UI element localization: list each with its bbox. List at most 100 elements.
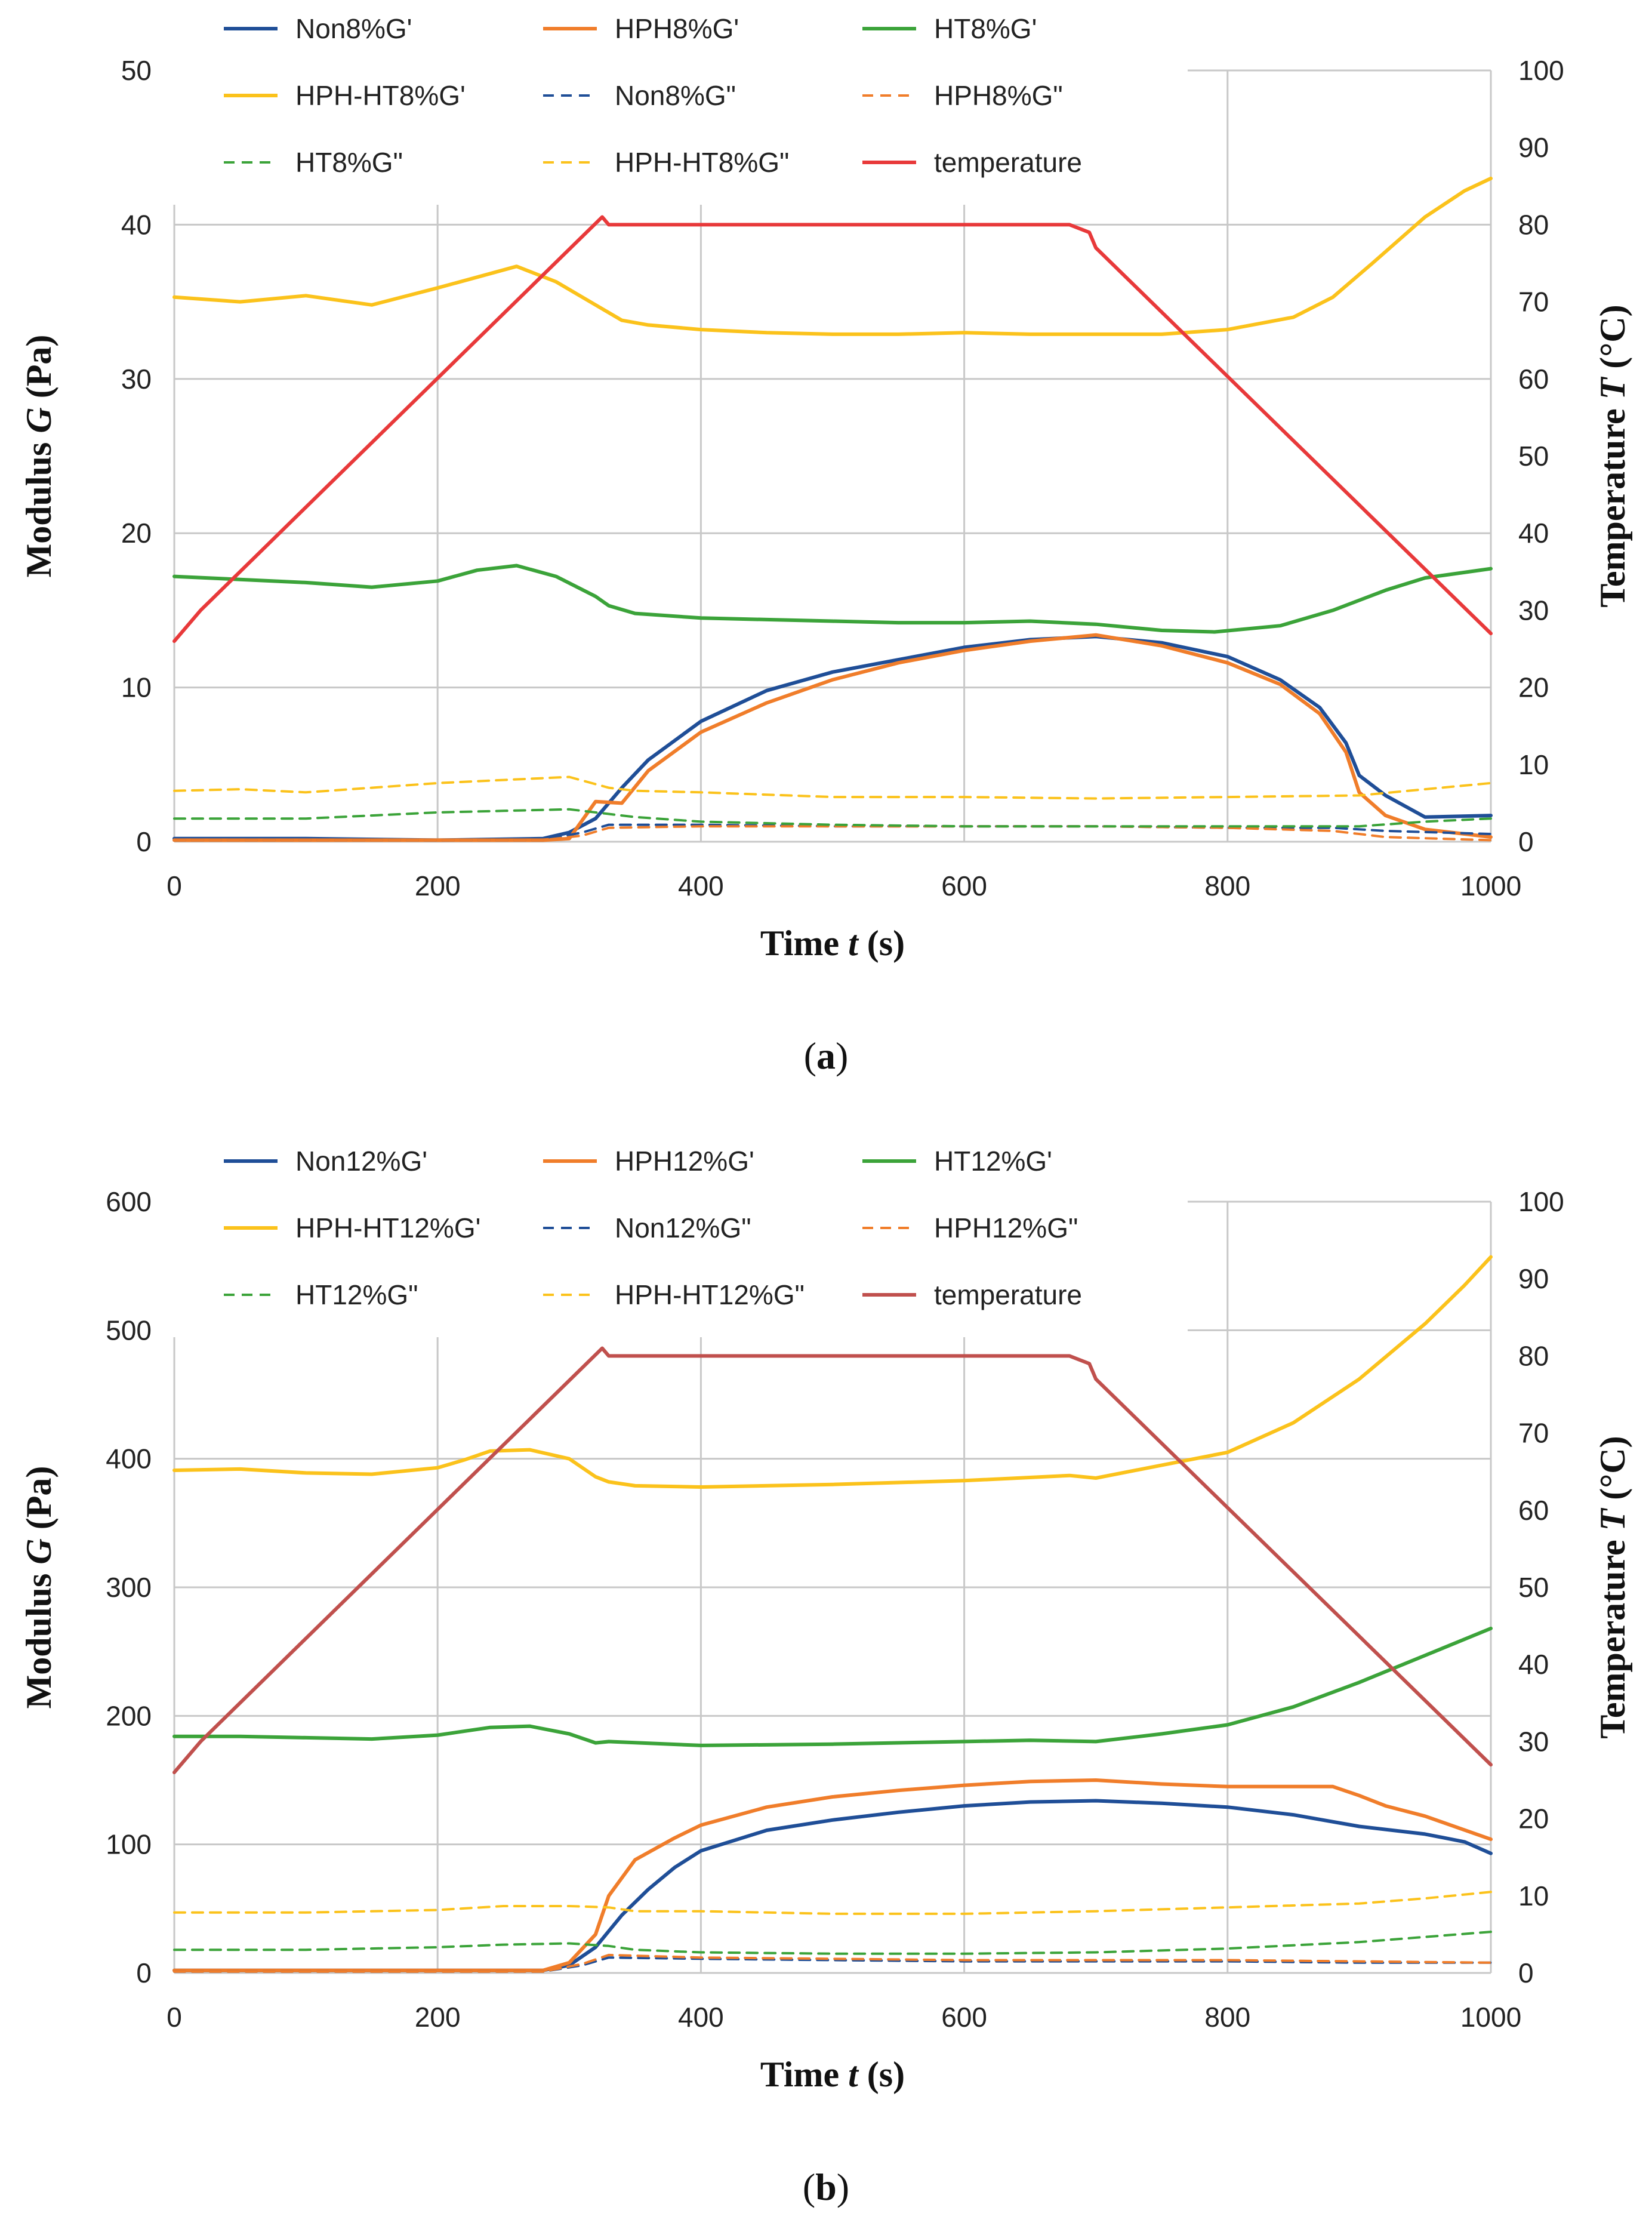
y-tick-label: 0 [136, 1957, 152, 1988]
y2-tick-label: 90 [1518, 1263, 1549, 1294]
y-tick-label: 40 [121, 209, 152, 240]
x-tick-label: 400 [678, 2002, 724, 2033]
y-tick-label: 400 [106, 1443, 152, 1474]
x-tick-label: 1000 [1460, 2002, 1521, 2033]
legend-label: HT12%G' [934, 1146, 1052, 1177]
legend-label: HPH8%G" [934, 80, 1063, 111]
legend-background [149, 0, 1188, 205]
x-tick-label: 400 [678, 870, 724, 901]
y2-tick-label: 30 [1518, 1726, 1549, 1757]
legend-background [149, 1131, 1188, 1337]
caption-letter: b [815, 2166, 837, 2208]
legend-label: HPH-HT12%G" [615, 1279, 805, 1310]
y-tick-label: 10 [121, 672, 152, 703]
series-line-temperature [172, 1346, 1493, 1775]
caption-close-paren: ) [837, 2166, 849, 2208]
legend-label: Non8%G' [295, 13, 412, 44]
y2-tick-label: 100 [1518, 1186, 1564, 1217]
x-axis-title-unit: (s) [858, 2055, 905, 2094]
figure-caption: (b) [803, 2166, 849, 2208]
y2-tick-label: 10 [1518, 1880, 1549, 1911]
y2-axis-title: Temperature T (°C) [1593, 1436, 1632, 1738]
series-line-non12-g- [172, 1799, 1493, 1972]
caption-close-paren: ) [836, 1035, 848, 1077]
y-axis-title-main: Modulus [19, 433, 58, 578]
legend-label: HPH12%G" [934, 1212, 1078, 1243]
series-line-ht8-g- [172, 564, 1493, 634]
caption-letter: a [816, 1035, 836, 1077]
series-line-temperature [172, 215, 1493, 644]
legend-label: HPH12%G' [615, 1146, 754, 1177]
y2-tick-label: 100 [1518, 55, 1564, 86]
legend-label: HT8%G' [934, 13, 1037, 44]
x-tick-label: 0 [167, 2002, 182, 2033]
legend-label: HPH8%G' [615, 13, 739, 44]
x-axis-title-main: Time [760, 2055, 848, 2094]
series-line-hph-ht8-g- [172, 176, 1493, 336]
y2-tick-label: 60 [1518, 1495, 1549, 1526]
y-axis-title-var: G [19, 407, 58, 433]
series-line-non8-g- [172, 635, 1493, 842]
x-axis-title-main: Time [760, 923, 848, 963]
x-tick-label: 800 [1204, 2002, 1250, 2033]
series-line-ht12-g- [173, 1931, 1492, 1955]
y-axis-title: Modulus G (Pa) [19, 335, 58, 578]
legend-label: HPH-HT8%G" [615, 147, 789, 178]
legend-label: temperature [934, 1279, 1082, 1310]
y-tick-label: 0 [136, 826, 152, 857]
y2-axis-title-main: Temperature [1593, 1531, 1632, 1738]
x-tick-label: 1000 [1460, 870, 1521, 901]
y2-axis-title-var: T [1593, 1507, 1632, 1531]
x-axis-title: Time t (s) [760, 2055, 905, 2094]
legend-label: HPH-HT8%G' [295, 80, 466, 111]
y-tick-label: 300 [106, 1572, 152, 1603]
y2-tick-label: 0 [1518, 826, 1534, 857]
x-tick-label: 0 [167, 870, 182, 901]
series-line-hph-ht12-g- [172, 1255, 1493, 1489]
series-line-hph-ht12-g- [173, 1891, 1492, 1915]
series-line-hph12-g- [173, 1953, 1492, 1973]
y2-tick-label: 70 [1518, 287, 1549, 318]
y-axis-title-unit: (Pa) [19, 1466, 58, 1539]
y2-tick-label: 90 [1518, 132, 1549, 163]
y-tick-label: 30 [121, 364, 152, 395]
x-tick-label: 800 [1204, 870, 1250, 901]
y2-axis-title-main: Temperature [1593, 399, 1632, 607]
y-axis-title-var: G [19, 1538, 58, 1564]
series-line-ht12-g- [172, 1626, 1493, 1747]
series-line-ht8-g- [173, 808, 1492, 828]
figure-caption: (a) [804, 1035, 849, 1077]
y2-tick-label: 0 [1518, 1957, 1534, 1988]
y2-tick-label: 50 [1518, 441, 1549, 472]
y-tick-label: 600 [106, 1186, 152, 1217]
y-tick-label: 100 [106, 1829, 152, 1860]
y2-axis-title-unit: (°C) [1593, 1436, 1632, 1509]
caption-open-paren: ( [803, 2166, 815, 2208]
x-axis-title-var: t [848, 923, 859, 963]
y-axis-title: Modulus G (Pa) [19, 1466, 58, 1709]
y2-axis-title-unit: (°C) [1593, 304, 1632, 377]
x-axis-title-var: t [848, 2055, 859, 2094]
y2-axis-title-var: T [1593, 376, 1632, 399]
y-axis-title-unit: (Pa) [19, 335, 58, 408]
y-tick-label: 20 [121, 518, 152, 549]
x-tick-label: 600 [941, 870, 987, 901]
y2-tick-label: 10 [1518, 749, 1549, 780]
y2-tick-label: 30 [1518, 595, 1549, 626]
y2-tick-label: 20 [1518, 1803, 1549, 1834]
legend-label: Non8%G" [615, 80, 736, 111]
legend-label: HT12%G" [295, 1279, 418, 1310]
series-line-hph12-g- [172, 1778, 1493, 1972]
y-tick-label: 50 [121, 55, 152, 86]
x-axis-title-unit: (s) [858, 923, 905, 963]
legend-label: Non12%G' [295, 1146, 427, 1177]
y2-tick-label: 60 [1518, 364, 1549, 395]
series-line-hph8-g- [172, 633, 1493, 842]
y-axis-title-main: Modulus [19, 1565, 58, 1709]
y2-tick-label: 70 [1518, 1418, 1549, 1449]
legend-label: Non12%G" [615, 1212, 751, 1243]
x-tick-label: 200 [415, 2002, 461, 2033]
chart-b: 0 100 200 300 400 500 600 0 10 20 30 40 50 60 70 80 90 10… [19, 1131, 1632, 2208]
